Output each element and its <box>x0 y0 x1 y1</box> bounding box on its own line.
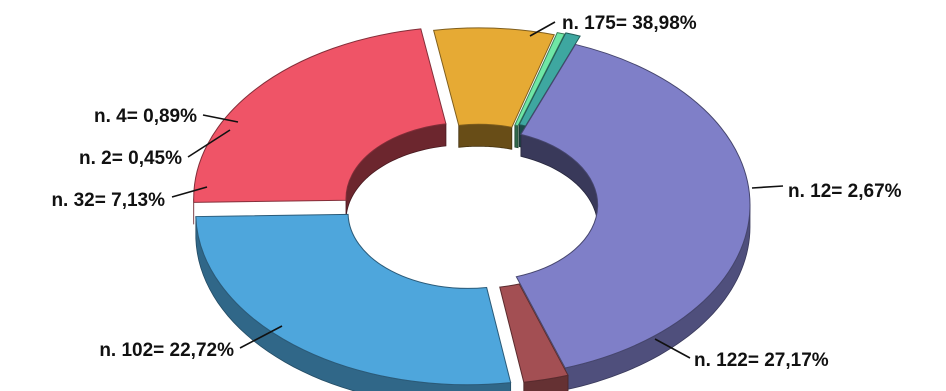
leader-line <box>239 325 283 349</box>
data-label: n. 32= 7,13% <box>51 190 165 211</box>
leader-line <box>751 185 784 189</box>
data-label: n. 12= 2,67% <box>788 181 902 202</box>
data-label: n. 175= 38,98% <box>562 13 697 34</box>
slice-32 <box>432 27 555 150</box>
slice-top-face <box>193 28 447 203</box>
slice-122 <box>195 213 512 391</box>
data-label: n. 122= 27,17% <box>694 350 829 371</box>
slice-inner-wall <box>514 124 519 149</box>
slice-top-face <box>432 27 555 128</box>
slice-102 <box>193 28 447 225</box>
leader-line <box>529 21 556 37</box>
slice-top-face <box>514 32 566 127</box>
data-label: n. 2= 0,45% <box>79 148 182 169</box>
slice-top-face <box>499 283 569 383</box>
data-label: n. 4= 0,89% <box>94 106 197 127</box>
slice-inner-wall <box>458 123 513 150</box>
slice-top-face <box>195 213 512 386</box>
slice-175 <box>515 43 751 391</box>
leader-line <box>202 114 239 123</box>
leader-line <box>187 129 231 158</box>
donut-slices <box>193 27 751 391</box>
leader-line <box>171 186 208 198</box>
label-leaders <box>171 21 784 359</box>
slice-top-face <box>515 43 751 369</box>
data-labels: n. 175= 38,98% n. 12= 2,67% n. 122= 27,17%… <box>51 13 901 371</box>
leader-line <box>654 338 691 359</box>
slice-2 <box>514 32 566 149</box>
slice-12 <box>499 283 569 391</box>
data-label: n. 102= 22,72% <box>99 340 234 361</box>
